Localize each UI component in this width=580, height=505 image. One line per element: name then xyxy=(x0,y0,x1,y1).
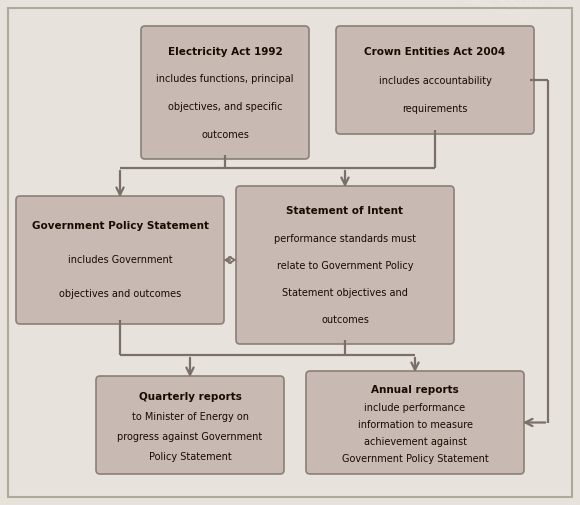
FancyBboxPatch shape xyxy=(336,26,534,134)
FancyBboxPatch shape xyxy=(141,26,309,159)
Text: include performance: include performance xyxy=(364,402,466,413)
Text: achievement against: achievement against xyxy=(364,437,466,447)
FancyBboxPatch shape xyxy=(96,376,284,474)
Text: Government Policy Statement: Government Policy Statement xyxy=(31,221,208,231)
Polygon shape xyxy=(530,0,580,20)
Text: includes Government: includes Government xyxy=(68,255,172,265)
Text: Statement objectives and: Statement objectives and xyxy=(282,288,408,298)
Text: objectives and outcomes: objectives and outcomes xyxy=(59,289,181,299)
Text: objectives, and specific: objectives, and specific xyxy=(168,102,282,112)
FancyBboxPatch shape xyxy=(236,186,454,344)
Text: progress against Government: progress against Government xyxy=(117,432,263,442)
Text: relate to Government Policy: relate to Government Policy xyxy=(277,261,413,271)
Polygon shape xyxy=(297,0,530,20)
Text: includes functions, principal: includes functions, principal xyxy=(156,74,293,84)
Polygon shape xyxy=(80,0,530,20)
FancyBboxPatch shape xyxy=(306,371,524,474)
Text: Quarterly reports: Quarterly reports xyxy=(139,392,241,402)
Text: Statement of Intent: Statement of Intent xyxy=(287,207,404,216)
FancyBboxPatch shape xyxy=(16,196,224,324)
Text: outcomes: outcomes xyxy=(321,316,369,325)
Polygon shape xyxy=(0,0,530,20)
Text: performance standards must: performance standards must xyxy=(274,234,416,243)
Text: Electricity Act 1992: Electricity Act 1992 xyxy=(168,46,282,57)
Text: to Minister of Energy on: to Minister of Energy on xyxy=(132,412,248,422)
Text: includes accountability: includes accountability xyxy=(379,76,491,86)
Polygon shape xyxy=(530,0,580,20)
Text: information to measure: information to measure xyxy=(357,420,473,430)
Text: requirements: requirements xyxy=(403,105,467,114)
Polygon shape xyxy=(0,0,530,20)
Polygon shape xyxy=(0,0,530,20)
Polygon shape xyxy=(530,0,580,20)
Text: Annual reports: Annual reports xyxy=(371,385,459,395)
Text: outcomes: outcomes xyxy=(201,130,249,140)
Text: Government Policy Statement: Government Policy Statement xyxy=(342,454,488,465)
Text: Crown Entities Act 2004: Crown Entities Act 2004 xyxy=(364,47,506,57)
Text: Policy Statement: Policy Statement xyxy=(148,452,231,462)
